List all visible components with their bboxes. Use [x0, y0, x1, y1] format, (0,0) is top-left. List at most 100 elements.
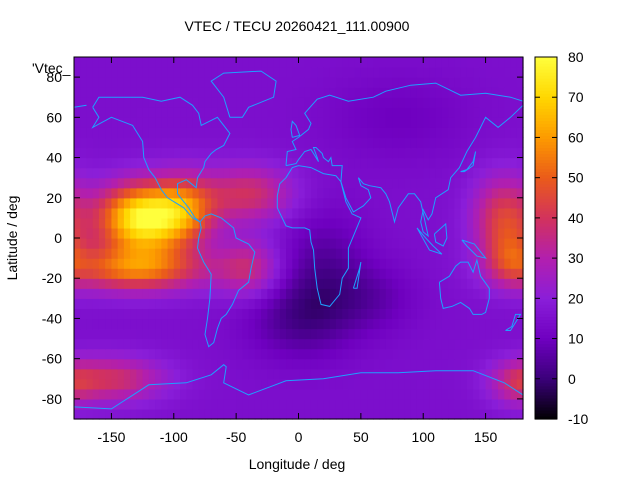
heat-cell — [460, 197, 468, 209]
heat-cell — [510, 177, 518, 189]
heat-cell — [279, 278, 287, 289]
heat-cell — [211, 298, 219, 309]
heat-cell — [142, 348, 150, 360]
heat-cell — [304, 288, 312, 299]
heat-cell — [379, 97, 387, 108]
heat-cell — [173, 258, 181, 269]
heat-cell — [473, 227, 480, 239]
heat-cell — [416, 288, 424, 299]
heat-cell — [398, 167, 406, 179]
heat-cell — [317, 77, 325, 88]
colorbar-segment — [535, 177, 557, 182]
heat-cell — [448, 57, 456, 68]
heat-cell — [410, 117, 418, 128]
heat-cell — [491, 368, 499, 380]
heat-cell — [504, 268, 512, 279]
heat-cell — [236, 358, 243, 370]
heat-cell — [385, 127, 393, 139]
heat-cell — [317, 258, 325, 269]
heat-cell — [435, 127, 443, 139]
heat-cell — [448, 187, 456, 199]
heat-cell — [385, 278, 393, 289]
heat-cell — [329, 278, 337, 289]
heat-cell — [204, 157, 212, 169]
heat-cell — [460, 378, 468, 390]
heat-cell — [142, 117, 150, 128]
heat-cell — [423, 328, 431, 340]
heat-cell — [448, 137, 456, 149]
heat-cell — [454, 67, 462, 78]
heat-cell — [473, 147, 480, 159]
heat-cell — [329, 378, 337, 390]
colorbar-segment — [535, 394, 557, 399]
colorbar-segment — [535, 93, 557, 97]
heat-cell — [80, 177, 88, 189]
heat-cell — [373, 117, 381, 128]
heat-cell — [211, 318, 219, 330]
heat-cell — [329, 227, 337, 239]
heat-cell — [373, 338, 381, 350]
heat-cell — [267, 157, 275, 169]
heat-cell — [223, 288, 231, 299]
heat-cell — [367, 227, 374, 239]
heat-cell — [111, 298, 119, 309]
heat-cell — [98, 408, 106, 420]
heat-cell — [416, 318, 424, 330]
heat-cell — [186, 318, 194, 330]
heat-cell — [142, 388, 150, 400]
heat-cell — [92, 248, 100, 259]
heat-cell — [498, 227, 505, 239]
heat-cell — [292, 308, 300, 320]
heat-cell — [498, 248, 505, 259]
heat-cell — [392, 77, 399, 88]
heat-cell — [111, 127, 119, 139]
heat-cell — [392, 348, 399, 360]
heat-cell — [385, 358, 393, 370]
heat-cell — [136, 308, 144, 320]
heat-cell — [148, 318, 156, 330]
heat-cell — [498, 107, 505, 118]
heat-cell — [98, 368, 106, 380]
heat-cell — [298, 137, 306, 149]
heat-cell — [267, 328, 275, 340]
heat-cell — [92, 308, 100, 320]
heat-cell — [123, 217, 131, 229]
heat-cell — [211, 408, 219, 420]
heat-cell — [173, 308, 181, 320]
heat-cell — [186, 238, 194, 249]
heat-cell — [441, 57, 449, 68]
heat-cell — [198, 288, 206, 299]
heat-cell — [80, 348, 88, 360]
heat-cell — [192, 217, 200, 229]
heat-cell — [292, 378, 300, 390]
heat-cell — [105, 278, 113, 289]
heat-cell — [105, 378, 113, 390]
heat-cell — [173, 227, 181, 239]
heat-cell — [317, 358, 325, 370]
heat-cell — [516, 388, 524, 400]
heat-cell — [229, 288, 237, 299]
heat-cell — [192, 207, 200, 219]
heat-cell — [379, 167, 387, 179]
heat-cell — [161, 358, 169, 370]
heat-cell — [74, 328, 81, 340]
heat-cell — [267, 408, 275, 420]
heat-cell — [105, 288, 113, 299]
heat-cell — [435, 77, 443, 88]
heat-cell — [130, 167, 137, 179]
heat-cell — [423, 217, 431, 229]
heat-cell — [379, 388, 387, 400]
heat-cell — [498, 358, 505, 370]
heat-cell — [516, 288, 524, 299]
heat-cell — [111, 338, 119, 350]
heat-cell — [136, 97, 144, 108]
heat-cell — [441, 288, 449, 299]
colorbar-segment — [535, 159, 557, 164]
heat-cell — [248, 57, 256, 68]
heat-cell — [279, 167, 287, 179]
heat-cell — [429, 227, 437, 239]
heat-cell — [329, 258, 337, 269]
heat-cell — [448, 408, 456, 420]
heat-cell — [180, 308, 187, 320]
heat-cell — [473, 268, 480, 279]
